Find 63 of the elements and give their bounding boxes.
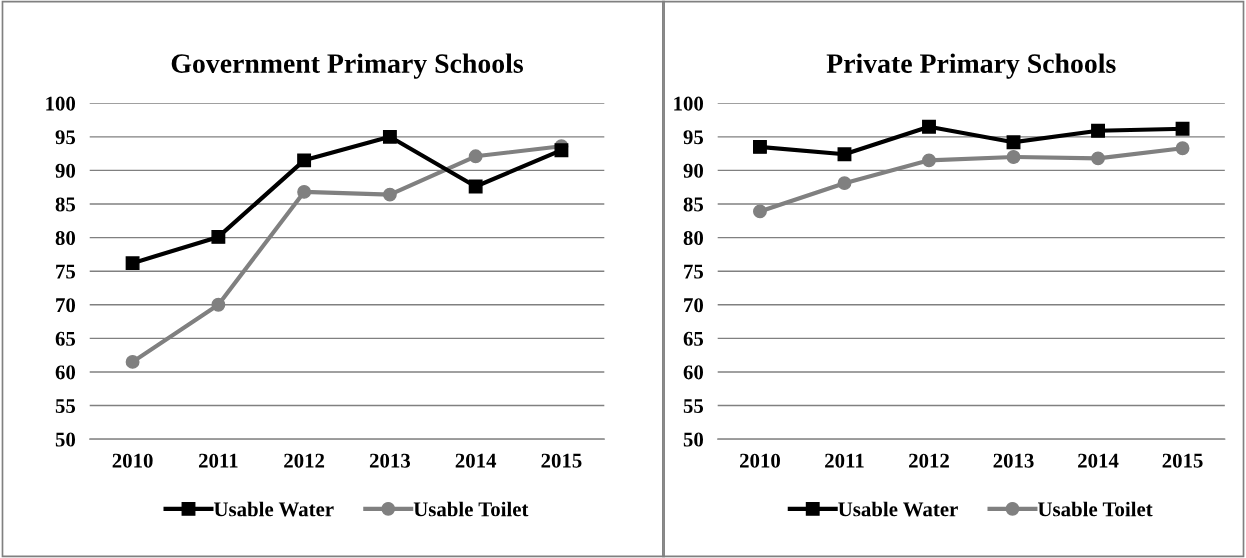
x-tick-label: 2010 [740,453,780,468]
y-tick-label: 50 [55,432,76,447]
y-tick-label: 75 [56,264,76,279]
point [1175,121,1190,136]
x-tick-label: 2014 [1078,453,1119,468]
x-tick-label: 2011 [825,453,864,468]
x-tick-label: 2010 [112,453,153,468]
y-tick-label: 80 [683,230,704,246]
point [1175,141,1190,156]
point [1091,151,1105,166]
legend-label: Usable Water [214,501,334,517]
y-tick-label: 90 [55,163,76,178]
y-tick-label: 95 [55,130,76,145]
point [837,147,852,162]
chart-title: Private Primary Schools [826,53,1116,79]
point [753,139,767,154]
x-tick-label: 2012 [909,453,949,468]
chart-title: Government Primary Schools [171,53,523,79]
legend-label: Usable Water [838,501,958,517]
point [382,187,397,202]
x-tick-label: 2013 [993,453,1034,468]
legend-label: Usable Toilet [413,501,529,517]
point [125,354,140,369]
y-tick-label: 60 [683,365,704,380]
point [468,149,483,164]
y-tick-label: 55 [683,399,704,413]
point [1006,135,1021,150]
point [922,153,936,168]
y-tick-label: 80 [55,230,76,246]
x-tick-label: 2015 [541,453,582,468]
point [382,129,397,144]
point [297,184,312,199]
y-tick-label: 65 [683,331,704,346]
y-tick-label: 95 [683,130,704,145]
x-tick-label: 2015 [1162,453,1203,468]
x-tick-label: 2012 [284,453,325,468]
y-tick-label: 75 [684,264,704,279]
x-tick-label: 2011 [198,453,238,468]
y-tick-label: 50 [683,432,704,447]
y-tick-label: 90 [683,163,704,178]
point [297,153,312,168]
y-tick-label: 100 [674,96,704,111]
point [837,176,852,191]
y-tick-label: 85 [55,197,76,212]
x-tick-label: 2013 [369,453,411,468]
y-tick-label: 70 [56,298,76,313]
point [1006,150,1021,164]
point [211,229,226,244]
point [753,204,767,219]
y-tick-label: 55 [55,399,76,413]
point [922,119,936,134]
y-tick-label: 85 [683,197,704,212]
y-tick-label: 100 [46,96,76,111]
legend-label: Usable Toilet [1038,501,1153,517]
point [1091,123,1105,138]
point [125,256,140,271]
point [468,179,483,194]
y-tick-label: 60 [55,365,76,380]
y-tick-label: 65 [55,331,76,346]
x-tick-label: 2014 [455,453,497,468]
y-tick-label: 70 [684,298,704,313]
point [554,143,569,158]
point [211,297,226,312]
